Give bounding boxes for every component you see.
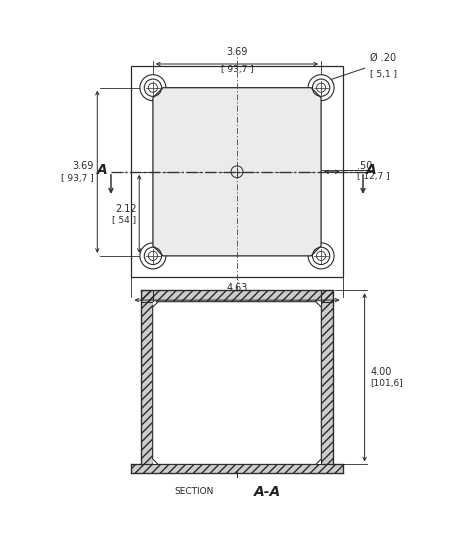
Text: [ 117,5 ]: [ 117,5 ] xyxy=(218,301,256,310)
Text: A: A xyxy=(366,163,377,177)
Text: 2.12: 2.12 xyxy=(115,204,137,215)
Text: [ 54 ]: [ 54 ] xyxy=(112,215,137,224)
Text: [ 3,9 ]: [ 3,9 ] xyxy=(168,425,195,434)
Polygon shape xyxy=(153,302,321,464)
Bar xyxy=(131,66,343,277)
Bar xyxy=(131,464,343,472)
Circle shape xyxy=(140,243,166,269)
Bar xyxy=(321,291,333,464)
Bar xyxy=(141,291,333,302)
Text: A: A xyxy=(97,163,108,177)
Bar xyxy=(131,464,343,472)
Text: .50: .50 xyxy=(357,162,372,171)
Polygon shape xyxy=(153,88,321,256)
Text: 3.69: 3.69 xyxy=(226,47,248,57)
Circle shape xyxy=(140,75,166,101)
Text: [ 12,7 ]: [ 12,7 ] xyxy=(357,172,390,181)
Text: 3.69: 3.69 xyxy=(73,162,94,171)
Bar xyxy=(141,291,153,464)
Text: [ 5,1 ]: [ 5,1 ] xyxy=(370,70,397,79)
Text: Ø .20: Ø .20 xyxy=(370,52,396,63)
Bar xyxy=(141,291,153,464)
Text: 4.63: 4.63 xyxy=(226,283,248,293)
Text: A-A: A-A xyxy=(255,485,282,499)
Text: [ 93,7 ]: [ 93,7 ] xyxy=(220,65,254,74)
Text: 4.00: 4.00 xyxy=(370,367,392,377)
Text: [ 93,7 ]: [ 93,7 ] xyxy=(61,174,94,182)
Bar xyxy=(321,291,333,464)
Text: .16: .16 xyxy=(168,409,183,419)
Circle shape xyxy=(308,75,334,101)
Bar xyxy=(153,302,321,464)
Text: SECTION: SECTION xyxy=(175,487,214,496)
Text: [101,6]: [101,6] xyxy=(370,379,403,388)
Circle shape xyxy=(308,243,334,269)
Bar xyxy=(141,291,333,302)
